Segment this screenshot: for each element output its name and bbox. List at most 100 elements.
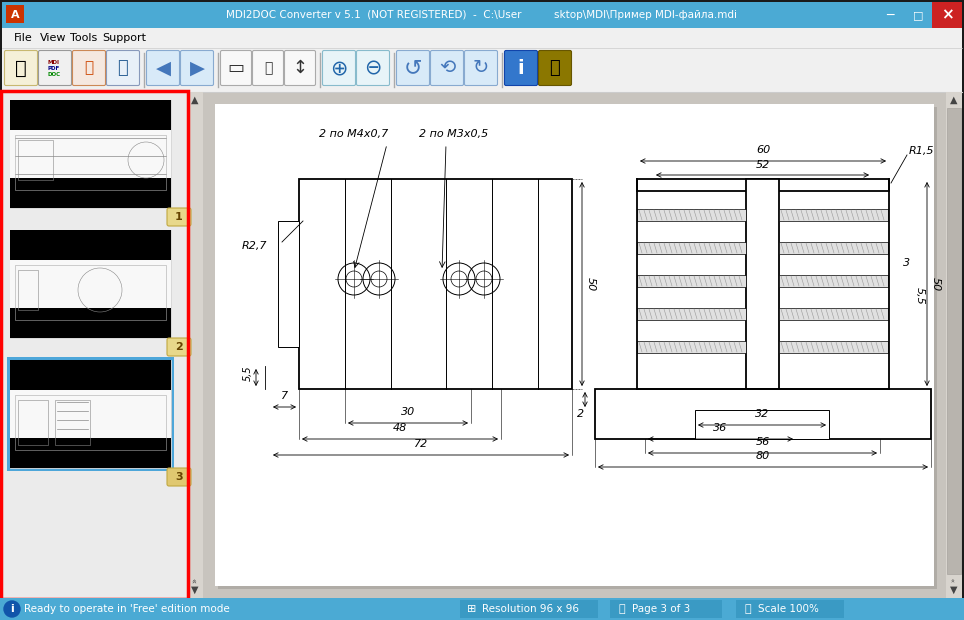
Bar: [460, 600, 598, 618]
Text: ▶: ▶: [190, 58, 204, 78]
Bar: [947, 108, 961, 574]
Text: File: File: [14, 33, 33, 43]
Text: ×: ×: [941, 7, 953, 22]
Bar: [278, 221, 299, 347]
Bar: [215, 104, 934, 586]
Bar: [1, 91, 188, 599]
Text: ◀: ◀: [155, 58, 171, 78]
Text: ─: ─: [886, 9, 894, 22]
Text: 72: 72: [414, 439, 428, 449]
FancyBboxPatch shape: [539, 50, 572, 86]
FancyBboxPatch shape: [106, 50, 140, 86]
Text: 48: 48: [393, 423, 407, 433]
Text: Resolution 96 x 96: Resolution 96 x 96: [482, 604, 579, 614]
Text: R2,7: R2,7: [242, 241, 267, 251]
Text: 32: 32: [755, 409, 769, 419]
Bar: [637, 179, 889, 191]
Text: »: »: [951, 578, 957, 582]
Text: 🔍: 🔍: [619, 604, 626, 614]
Bar: [10, 178, 171, 208]
Bar: [779, 341, 888, 353]
Bar: [15, 395, 166, 450]
Bar: [946, 92, 962, 598]
Bar: [55, 400, 90, 445]
Bar: [10, 100, 171, 130]
Text: 🔍: 🔍: [744, 604, 751, 614]
FancyBboxPatch shape: [167, 468, 191, 486]
Text: 60: 60: [756, 145, 770, 155]
FancyBboxPatch shape: [431, 50, 464, 86]
Text: 3: 3: [903, 258, 910, 268]
Text: ⊖: ⊖: [364, 58, 382, 78]
Bar: [10, 230, 171, 260]
Text: ▲: ▲: [191, 95, 199, 105]
Circle shape: [4, 601, 20, 617]
FancyBboxPatch shape: [221, 50, 252, 86]
Text: ⊕: ⊕: [331, 58, 348, 78]
Text: i: i: [518, 58, 524, 78]
Text: 3: 3: [175, 472, 183, 482]
Text: ⟲: ⟲: [439, 58, 455, 78]
Text: PDF: PDF: [48, 66, 60, 71]
Bar: [18, 400, 48, 445]
Bar: [637, 209, 746, 221]
Bar: [779, 275, 888, 287]
Bar: [637, 308, 746, 320]
Bar: [10, 390, 171, 438]
FancyBboxPatch shape: [396, 50, 430, 86]
Text: 2: 2: [577, 409, 584, 419]
FancyBboxPatch shape: [323, 50, 356, 86]
Text: Scale 100%: Scale 100%: [758, 604, 818, 614]
Text: 36: 36: [713, 423, 728, 433]
FancyBboxPatch shape: [253, 50, 283, 86]
Bar: [15, 265, 166, 320]
Text: 🔻: 🔻: [85, 61, 94, 76]
Bar: [2, 2, 962, 28]
Text: MDI: MDI: [48, 60, 60, 64]
FancyBboxPatch shape: [284, 50, 315, 86]
Bar: [10, 438, 171, 468]
Text: ▼: ▼: [191, 585, 199, 595]
Text: Support: Support: [102, 33, 146, 43]
Bar: [779, 242, 888, 254]
Text: 5,5: 5,5: [243, 365, 253, 381]
Text: 🛡: 🛡: [549, 59, 560, 77]
Text: 30: 30: [401, 407, 415, 417]
Text: 2: 2: [175, 342, 183, 352]
Text: ▭: ▭: [228, 59, 245, 77]
Bar: [637, 275, 746, 287]
FancyBboxPatch shape: [167, 338, 191, 356]
Text: 52: 52: [756, 160, 769, 170]
Text: View: View: [40, 33, 67, 43]
Bar: [595, 389, 931, 439]
FancyBboxPatch shape: [5, 50, 38, 86]
Text: ↻: ↻: [472, 58, 489, 78]
Bar: [904, 2, 932, 28]
Bar: [610, 600, 722, 618]
Text: 80: 80: [756, 451, 770, 461]
Text: ▼: ▼: [951, 585, 958, 595]
Bar: [218, 107, 937, 589]
Text: »: »: [191, 577, 200, 583]
Bar: [10, 308, 171, 338]
Text: ⬜: ⬜: [264, 61, 272, 75]
Text: Ready to operate in 'Free' edition mode: Ready to operate in 'Free' edition mode: [24, 604, 229, 614]
Bar: [18, 270, 38, 310]
Text: A: A: [11, 10, 19, 20]
Bar: [0, 598, 964, 620]
Bar: [299, 179, 572, 389]
Text: 50: 50: [586, 277, 596, 291]
Bar: [10, 260, 171, 308]
Text: i: i: [11, 604, 13, 614]
Bar: [779, 308, 888, 320]
Text: 50: 50: [931, 277, 941, 291]
FancyBboxPatch shape: [147, 50, 179, 86]
Text: ▲: ▲: [951, 95, 958, 105]
FancyBboxPatch shape: [72, 50, 105, 86]
Text: 2 по M4x0,7: 2 по M4x0,7: [319, 129, 388, 139]
Bar: [6, 5, 24, 23]
Bar: [10, 130, 171, 178]
Text: ↺: ↺: [404, 58, 422, 78]
Text: 📂: 📂: [15, 58, 27, 78]
Bar: [2, 48, 962, 92]
